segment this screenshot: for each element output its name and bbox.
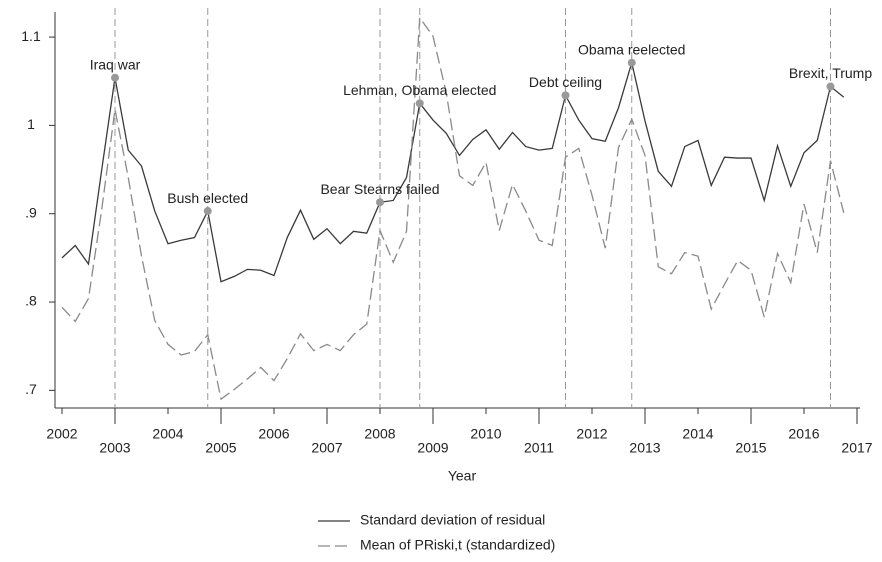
event-dot bbox=[111, 73, 119, 82]
event-label: Bush elected bbox=[167, 190, 248, 206]
legend-label: Standard deviation of residual bbox=[360, 512, 545, 528]
x-axis-label: Year bbox=[448, 468, 477, 484]
x-tick-label: 2012 bbox=[576, 426, 607, 442]
event-dot bbox=[415, 99, 424, 108]
event-label: Brexit, Trump bbox=[789, 65, 872, 81]
y-tick-label: 1.1 bbox=[21, 28, 41, 44]
event-label: Lehman, Obama elected bbox=[343, 82, 496, 98]
x-tick-label: 2007 bbox=[311, 440, 342, 456]
x-tick-label: 2011 bbox=[524, 440, 554, 456]
x-tick-label: 2008 bbox=[364, 426, 395, 442]
x-tick-label: 2003 bbox=[99, 440, 130, 456]
x-tick-label: 2014 bbox=[682, 426, 713, 442]
x-tick-label: 2005 bbox=[205, 440, 236, 456]
event-dot bbox=[826, 82, 835, 91]
series-line bbox=[61, 60, 845, 283]
x-tick-label: 2015 bbox=[735, 440, 766, 456]
event-dot bbox=[376, 198, 384, 207]
event-label: Debt ceiling bbox=[529, 74, 602, 90]
x-tick-label: 2004 bbox=[152, 426, 183, 442]
x-tick-label: 2010 bbox=[470, 426, 501, 442]
y-tick-label: 1 bbox=[27, 116, 35, 132]
event-dot bbox=[203, 207, 212, 216]
event-dot bbox=[561, 91, 570, 100]
event-label: Bear Stearns failed bbox=[320, 181, 439, 197]
x-tick-label: 2016 bbox=[788, 426, 819, 442]
event-label: Obama reelected bbox=[578, 41, 685, 57]
x-tick-label: 2017 bbox=[841, 440, 872, 456]
event-dot bbox=[627, 58, 636, 67]
x-tick-label: 2013 bbox=[629, 440, 660, 456]
y-tick-label: .8 bbox=[25, 293, 37, 309]
y-tick-label: .9 bbox=[25, 204, 37, 220]
legend-label: Mean of PRiski,t (standardized) bbox=[360, 537, 555, 553]
y-tick-label: .7 bbox=[25, 381, 37, 397]
x-tick-label: 2006 bbox=[258, 426, 289, 442]
x-tick-label: 2002 bbox=[46, 426, 77, 442]
event-label: Iraq war bbox=[90, 56, 141, 72]
x-tick-label: 2009 bbox=[417, 440, 448, 456]
